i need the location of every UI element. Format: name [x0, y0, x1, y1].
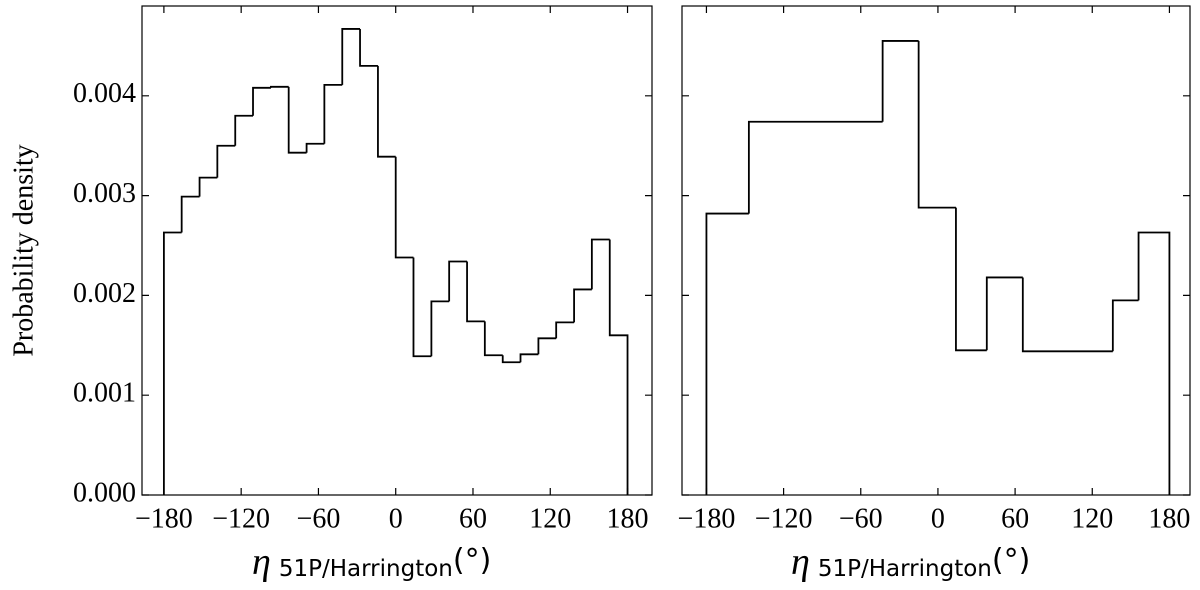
x-label-subscript: 51P/Harrington: [818, 556, 992, 582]
x-tick-label: −180: [135, 503, 193, 534]
x-label-unit: (°): [453, 543, 491, 578]
x-tick-label: −120: [212, 503, 270, 534]
x-tick-label: 180: [1148, 503, 1190, 534]
histogram-step: [377, 65, 396, 158]
x-tick-label: 120: [1071, 503, 1113, 534]
histogram-step: [1021, 277, 1113, 353]
x-label-subscript: 51P/Harrington: [279, 556, 453, 582]
y-tick-label: 0.001: [73, 378, 136, 409]
histogram-step: [216, 144, 236, 178]
histogram-step: [287, 86, 307, 154]
x-axis-label: η 51P/Harrington(°): [252, 541, 491, 583]
histogram-step: [955, 207, 987, 352]
histogram-step: [501, 355, 521, 364]
plot-frame: [141, 5, 653, 496]
histogram-step: [1137, 231, 1171, 495]
x-label-unit: (°): [992, 543, 1030, 578]
histogram-step: [341, 28, 361, 85]
histogram-step: [483, 321, 503, 357]
x-tick-label: −120: [755, 503, 813, 534]
histogram-step: [573, 288, 592, 323]
histogram-step: [323, 83, 343, 144]
histogram-step: [917, 40, 956, 209]
x-tick-label: 0: [931, 503, 945, 534]
histogram-step: [537, 337, 557, 355]
histogram-step: [985, 276, 1023, 351]
histogram-step: [305, 142, 325, 153]
x-tick-label: 0: [389, 503, 403, 534]
histogram-step: [394, 156, 414, 259]
plot-frame: [681, 5, 1191, 496]
histogram-step: [270, 85, 289, 88]
histogram-step: [519, 353, 539, 363]
histogram-step: [466, 261, 485, 323]
x-tick-label: −60: [839, 503, 883, 534]
y-tick-label: 0.000: [73, 477, 136, 508]
histogram-step: [412, 257, 432, 358]
y-tick-label: 0.003: [73, 178, 136, 209]
histogram-step: [608, 239, 629, 495]
histogram-step: [747, 120, 883, 214]
histogram-step: [881, 40, 919, 122]
x-tick-label: −60: [297, 503, 341, 534]
x-label-symbol: η: [252, 541, 271, 583]
y-axis-label: Probability density: [8, 144, 39, 356]
x-tick-label: 180: [607, 503, 649, 534]
histogram-step: [359, 28, 378, 67]
histogram-step: [1111, 299, 1139, 352]
x-tick-label: 60: [1001, 503, 1029, 534]
histogram-step: [448, 260, 468, 302]
histogram-step: [198, 176, 218, 197]
x-tick-label: 120: [529, 503, 571, 534]
histogram-step: [234, 114, 254, 146]
histogram-step: [162, 231, 182, 495]
y-tick-label: 0.002: [73, 278, 136, 309]
histogram-step: [252, 86, 271, 116]
x-tick-label: −180: [678, 503, 736, 534]
histogram-step: [590, 238, 610, 290]
x-tick-label: 60: [459, 503, 487, 534]
histogram-step: [180, 195, 200, 233]
x-axis-label: η 51P/Harrington(°): [791, 541, 1030, 583]
x-label-symbol: η: [791, 541, 810, 583]
histogram-step: [555, 321, 575, 339]
histogram-step: [705, 212, 749, 495]
histogram-step: [430, 300, 450, 357]
y-tick-label: 0.004: [73, 78, 136, 109]
